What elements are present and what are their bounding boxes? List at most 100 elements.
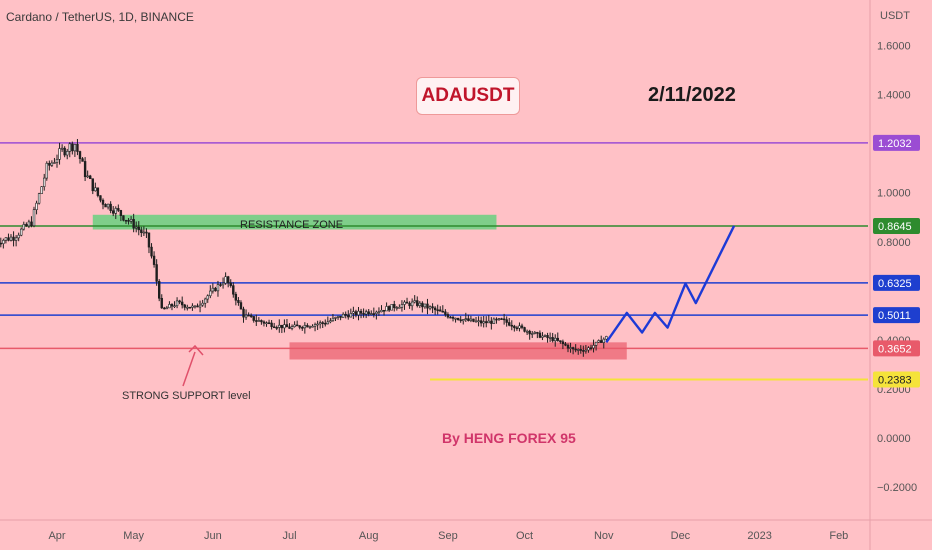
candle-body-107 xyxy=(267,322,271,325)
candle-body-188 xyxy=(474,320,478,323)
candle-body-185 xyxy=(467,318,470,321)
candle-body-33 xyxy=(78,151,82,160)
candle-body-175 xyxy=(441,310,445,313)
candle-body-89 xyxy=(221,282,225,286)
x-tick-label-1: May xyxy=(123,530,144,542)
candle-body-16 xyxy=(35,202,38,210)
candle-body-201 xyxy=(508,322,511,326)
x-tick-label-4: Aug xyxy=(359,530,379,542)
candle-body-44 xyxy=(106,203,110,208)
candle-body-96 xyxy=(239,302,243,310)
candle-body-100 xyxy=(249,315,253,317)
y-tick-label-6: 0.0000 xyxy=(877,433,911,445)
candle-body-173 xyxy=(436,309,439,312)
candle-body-154 xyxy=(387,306,391,311)
candle-body-58 xyxy=(142,231,146,234)
candle-body-210 xyxy=(531,333,534,335)
candle-body-213 xyxy=(538,332,542,338)
candle-body-237 xyxy=(600,340,603,343)
candle-body-28 xyxy=(66,151,69,156)
y-tick-label-7: −0.2000 xyxy=(877,482,917,494)
candle-body-40 xyxy=(96,187,100,196)
candle-body-97 xyxy=(242,308,245,318)
support-arrow-head xyxy=(188,344,204,356)
candle-body-151 xyxy=(380,309,383,313)
candle-body-215 xyxy=(543,335,547,337)
candle-body-91 xyxy=(226,276,230,284)
candle-body-115 xyxy=(288,326,291,329)
candle-body-95 xyxy=(237,299,240,303)
candle-body-204 xyxy=(515,327,519,330)
candle-body-202 xyxy=(510,324,513,327)
candle-body-186 xyxy=(469,318,473,321)
candle-body-60 xyxy=(147,232,151,248)
candle-body-36 xyxy=(86,175,89,178)
candle-body-4 xyxy=(4,237,8,241)
candle-body-193 xyxy=(487,320,490,324)
candle-body-64 xyxy=(158,281,161,299)
candle-body-138 xyxy=(347,314,350,318)
candle-body-171 xyxy=(431,306,434,309)
candle-body-105 xyxy=(262,321,266,324)
candle-body-187 xyxy=(472,318,475,322)
candle-body-119 xyxy=(298,325,301,328)
support-zone xyxy=(289,342,627,360)
candle-body-30 xyxy=(71,143,74,152)
level-badge-2 xyxy=(873,274,920,291)
candle-body-104 xyxy=(260,320,263,323)
candle-body-197 xyxy=(497,318,501,320)
candle-body-50 xyxy=(122,215,125,221)
candle-body-199 xyxy=(502,318,506,321)
candle-body-183 xyxy=(462,319,465,322)
candle-body-147 xyxy=(370,313,373,315)
candle-body-196 xyxy=(495,318,498,321)
candle-body-79 xyxy=(196,305,199,308)
candle-body-14 xyxy=(30,221,33,227)
candle-body-140 xyxy=(352,311,355,314)
y-tick-label-0: 1.6000 xyxy=(877,41,911,53)
candle-body-184 xyxy=(464,318,467,320)
candle-body-72 xyxy=(178,300,181,303)
candle-body-132 xyxy=(331,317,335,321)
candle-body-190 xyxy=(479,320,483,324)
candle-body-81 xyxy=(201,302,204,306)
level-badge-3 xyxy=(873,307,920,324)
candle-body-118 xyxy=(295,324,299,327)
level-badge-text-4: 0.3652 xyxy=(878,343,912,355)
candle-body-116 xyxy=(290,326,294,329)
candle-body-218 xyxy=(551,337,554,342)
candle-body-66 xyxy=(163,307,166,310)
candle-body-126 xyxy=(316,323,319,326)
candle-body-163 xyxy=(410,301,414,307)
resistance-zone-label: RESISTANCE ZONE xyxy=(240,219,344,231)
candle-body-101 xyxy=(252,316,255,321)
candle-body-57 xyxy=(140,229,143,233)
candle-body-226 xyxy=(571,347,575,350)
candle-body-136 xyxy=(341,313,345,318)
candle-body-191 xyxy=(482,321,485,324)
candle-body-174 xyxy=(439,309,442,312)
candle-body-152 xyxy=(382,309,386,312)
candle-body-74 xyxy=(183,304,186,308)
candle-body-99 xyxy=(247,314,250,317)
candle-body-211 xyxy=(533,332,536,334)
author-credit: By HENG FOREX 95 xyxy=(442,430,576,446)
candle-body-11 xyxy=(22,224,25,230)
candle-body-55 xyxy=(135,226,138,229)
candle-body-63 xyxy=(155,264,158,282)
candle-body-200 xyxy=(505,319,508,323)
candle-body-135 xyxy=(339,315,342,318)
candle-body-156 xyxy=(393,304,396,308)
candle-body-207 xyxy=(523,327,526,332)
candle-body-62 xyxy=(152,255,156,265)
candle-body-46 xyxy=(112,210,115,214)
candle-body-164 xyxy=(413,300,416,303)
level-badge-5 xyxy=(873,371,920,388)
candle-body-195 xyxy=(492,318,496,324)
candle-body-75 xyxy=(186,306,189,309)
candle-body-86 xyxy=(214,287,217,292)
candle-body-78 xyxy=(193,305,197,308)
candle-body-139 xyxy=(349,313,353,318)
